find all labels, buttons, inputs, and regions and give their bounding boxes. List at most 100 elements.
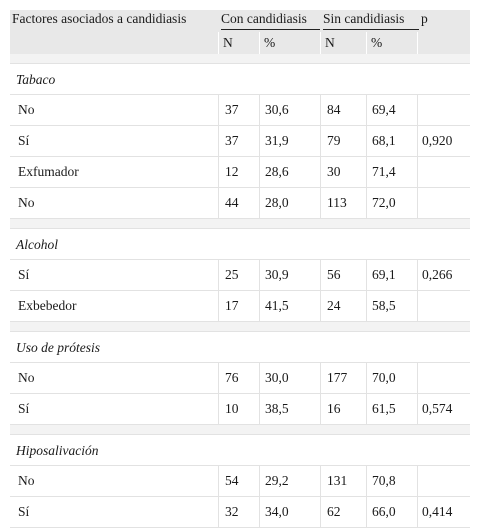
cell-p-value: [417, 466, 470, 496]
cell-p-value: 0,266: [417, 260, 470, 290]
group-spacer: [10, 322, 470, 332]
cell-p-value: [417, 188, 470, 218]
cell-pct-con: 30,9: [259, 260, 320, 290]
cell-pct-sin: 72,0: [366, 188, 417, 218]
cell-n-con: 54: [218, 466, 259, 496]
cell-n-con: 44: [218, 188, 259, 218]
row-label: No: [18, 370, 35, 385]
row-label: Sí: [18, 504, 30, 519]
table-row: Sí 37 31,9 79 68,1 0,920: [10, 126, 470, 157]
cell-pct-sin: 71,4: [366, 157, 417, 187]
group-title: Alcohol: [10, 229, 470, 260]
table-header: Factores asociados a candidiasis Con can…: [10, 10, 470, 54]
header-sin-candidiasis: Sin candidiasis: [323, 11, 405, 26]
cell-n-sin: 131: [320, 466, 366, 496]
cell-n-sin: 79: [320, 126, 366, 156]
cell-n-sin: 113: [320, 188, 366, 218]
row-label: Sí: [18, 133, 30, 148]
cell-p-value: 0,414: [417, 497, 470, 527]
cell-n-sin: 16: [320, 394, 366, 424]
header-p: p: [421, 11, 428, 26]
cell-pct-sin: 70,8: [366, 466, 417, 496]
cell-n-con: 32: [218, 497, 259, 527]
table-row: No 76 30,0 177 70,0: [10, 363, 470, 394]
header-divider: [218, 32, 219, 54]
cell-n-sin: 56: [320, 260, 366, 290]
cell-pct-con: 34,0: [259, 497, 320, 527]
cell-pct-con: 41,5: [259, 291, 320, 321]
table-body: Tabaco No 37 30,6 84 69,4 Sí 37 31,9 79 …: [10, 64, 470, 528]
cell-p-value: [417, 157, 470, 187]
cell-p-value: [417, 291, 470, 321]
table-row: No 54 29,2 131 70,8: [10, 466, 470, 497]
cell-pct-con: 30,6: [259, 95, 320, 125]
group-hiposalivacion: Hiposalivación No 54 29,2 131 70,8 Sí 32…: [10, 435, 470, 528]
cell-n-sin: 62: [320, 497, 366, 527]
header-divider: [320, 32, 321, 54]
cell-n-con: 76: [218, 363, 259, 393]
table-row: No 44 28,0 113 72,0: [10, 188, 470, 219]
cell-pct-con: 29,2: [259, 466, 320, 496]
cell-pct-sin: 66,0: [366, 497, 417, 527]
table-row: No 37 30,6 84 69,4: [10, 95, 470, 126]
group-title: Hiposalivación: [10, 435, 470, 466]
row-label: No: [18, 473, 35, 488]
cell-n-con: 10: [218, 394, 259, 424]
cell-pct-con: 31,9: [259, 126, 320, 156]
cell-pct-con: 30,0: [259, 363, 320, 393]
table-row: Sí 10 38,5 16 61,5 0,574: [10, 394, 470, 425]
header-factor: Factores asociados a candidiasis: [12, 11, 187, 26]
cell-p-value: 0,574: [417, 394, 470, 424]
cell-pct-sin: 68,1: [366, 126, 417, 156]
candidiasis-factors-table: Factores asociados a candidiasis Con can…: [10, 10, 470, 528]
cell-p-value: [417, 363, 470, 393]
header-divider: [366, 32, 367, 54]
group-title: Tabaco: [10, 64, 470, 95]
group-spacer: [10, 219, 470, 229]
table-row: Exfumador 12 28,6 30 71,4: [10, 157, 470, 188]
row-label: No: [18, 195, 35, 210]
header-n-con: N: [223, 35, 233, 50]
cell-n-sin: 30: [320, 157, 366, 187]
cell-n-con: 12: [218, 157, 259, 187]
cell-n-sin: 177: [320, 363, 366, 393]
row-label: Exfumador: [18, 164, 79, 179]
group-title: Uso de prótesis: [10, 332, 470, 363]
row-label: Exbebedor: [18, 298, 77, 313]
cell-p-value: [417, 95, 470, 125]
cell-pct-sin: 69,4: [366, 95, 417, 125]
cell-pct-sin: 69,1: [366, 260, 417, 290]
header-underline-con: [221, 29, 320, 30]
group-uso-de-protesis: Uso de prótesis No 76 30,0 177 70,0 Sí 1…: [10, 332, 470, 435]
cell-n-con: 17: [218, 291, 259, 321]
cell-pct-con: 28,0: [259, 188, 320, 218]
header-spacer: [10, 54, 470, 64]
group-alcohol: Alcohol Sí 25 30,9 56 69,1 0,266 Exbebed…: [10, 229, 470, 332]
cell-pct-con: 28,6: [259, 157, 320, 187]
cell-pct-con: 38,5: [259, 394, 320, 424]
header-divider: [259, 32, 260, 54]
cell-p-value: 0,920: [417, 126, 470, 156]
cell-n-sin: 84: [320, 95, 366, 125]
cell-n-con: 37: [218, 126, 259, 156]
row-label: Sí: [18, 401, 30, 416]
cell-pct-sin: 58,5: [366, 291, 417, 321]
header-pct-con: %: [264, 35, 276, 50]
table-row: Exbebedor 17 41,5 24 58,5: [10, 291, 470, 322]
cell-n-con: 37: [218, 95, 259, 125]
row-label: Sí: [18, 267, 30, 282]
cell-pct-sin: 61,5: [366, 394, 417, 424]
table-row: Sí 25 30,9 56 69,1 0,266: [10, 260, 470, 291]
row-label: No: [18, 102, 35, 117]
header-underline-sin: [323, 29, 419, 30]
group-spacer: [10, 425, 470, 435]
cell-pct-sin: 70,0: [366, 363, 417, 393]
cell-n-sin: 24: [320, 291, 366, 321]
header-pct-sin: %: [371, 35, 383, 50]
header-n-sin: N: [325, 35, 335, 50]
header-divider: [417, 32, 418, 54]
group-tabaco: Tabaco No 37 30,6 84 69,4 Sí 37 31,9 79 …: [10, 64, 470, 229]
cell-n-con: 25: [218, 260, 259, 290]
header-con-candidiasis: Con candidiasis: [221, 11, 307, 26]
table-row: Sí 32 34,0 62 66,0 0,414: [10, 497, 470, 528]
